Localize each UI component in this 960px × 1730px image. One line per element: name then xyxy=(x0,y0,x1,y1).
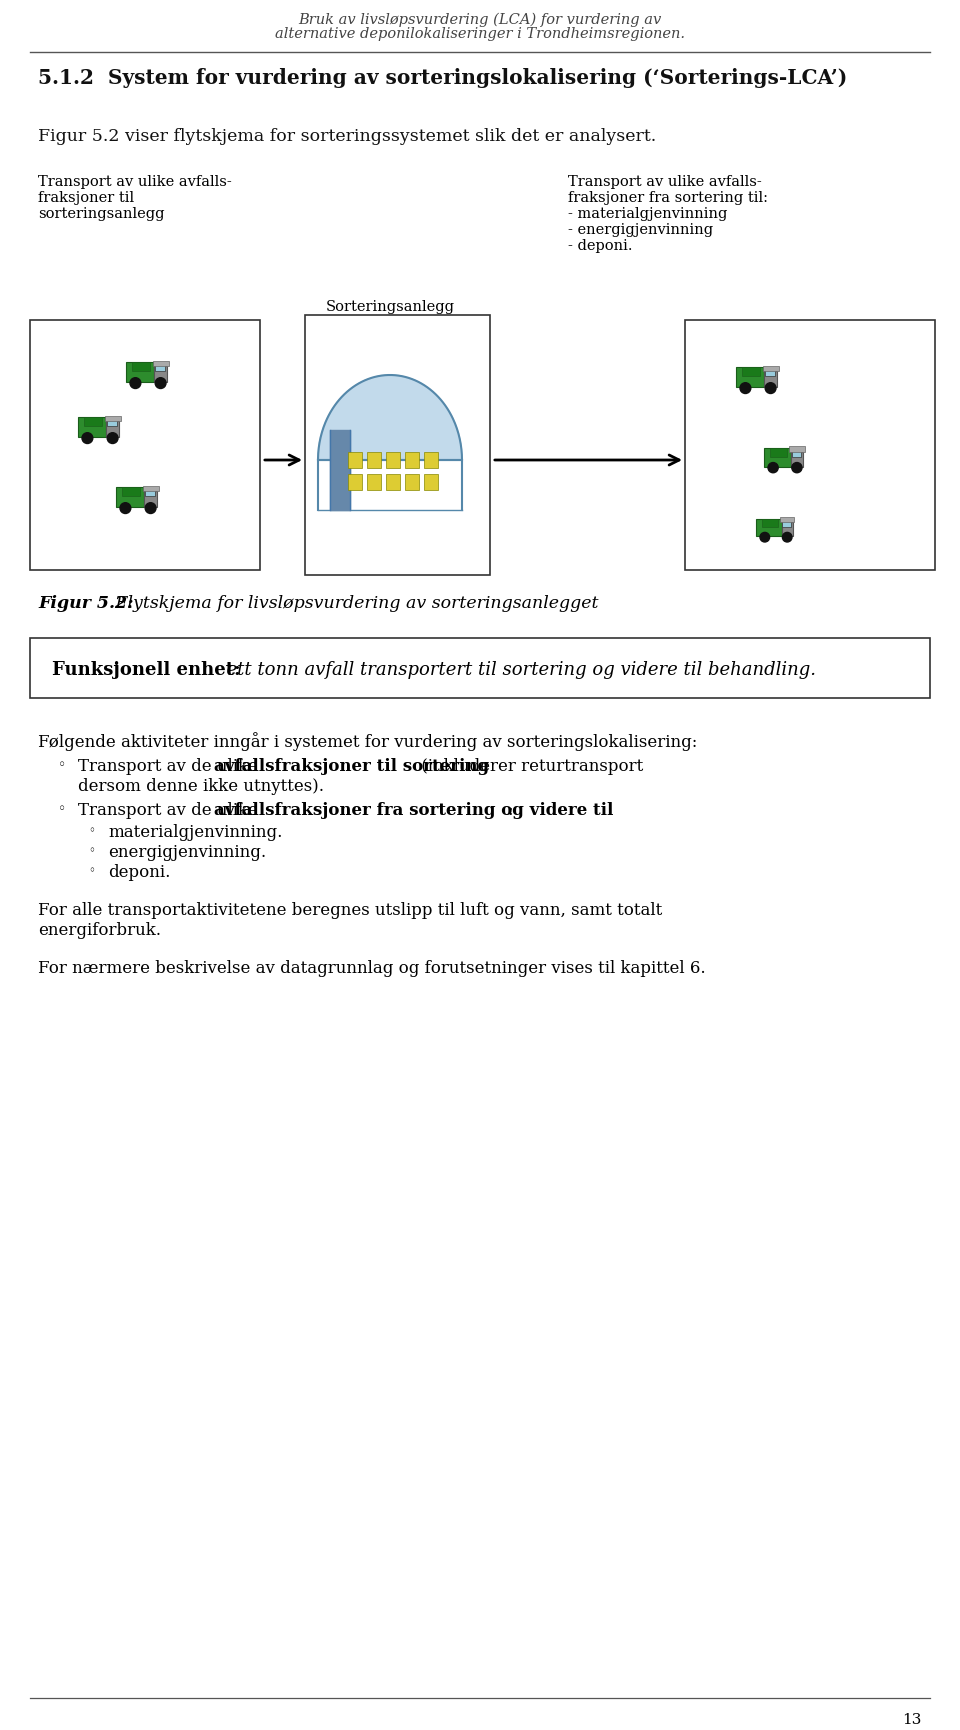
Text: ett tonn avfall transportert til sortering og videre til behandling.: ett tonn avfall transportert til sorteri… xyxy=(215,661,816,678)
Bar xyxy=(348,452,362,469)
Circle shape xyxy=(156,377,166,389)
Text: 5.1.2  System for vurdering av sorteringslokalisering (‘Sorterings-LCA’): 5.1.2 System for vurdering av sorterings… xyxy=(38,67,848,88)
Text: Følgende aktiviteter inngår i systemet for vurdering av sorteringslokalisering:: Følgende aktiviteter inngår i systemet f… xyxy=(38,732,697,751)
Circle shape xyxy=(145,503,156,514)
Text: Flytskjema for livsløpsvurdering av sorteringsanlegget: Flytskjema for livsløpsvurdering av sort… xyxy=(110,595,598,612)
Text: (inkluderer returtransport: (inkluderer returtransport xyxy=(416,758,643,775)
Circle shape xyxy=(108,432,118,443)
Text: :: : xyxy=(507,803,513,818)
Text: For nærmere beskrivelse av datagrunnlag og forutsetninger vises til kapittel 6.: For nærmere beskrivelse av datagrunnlag … xyxy=(38,960,706,977)
Circle shape xyxy=(82,432,93,443)
Text: ◦: ◦ xyxy=(58,758,66,772)
Text: Bruk av livsløpsvurdering (LCA) for vurdering av: Bruk av livsløpsvurdering (LCA) for vurd… xyxy=(299,14,661,28)
Bar xyxy=(762,365,779,370)
Bar xyxy=(764,370,777,388)
Text: Transport av ulike avfalls-: Transport av ulike avfalls- xyxy=(38,175,231,189)
Bar xyxy=(780,517,795,522)
Circle shape xyxy=(768,462,779,472)
Text: Transport av de ulike: Transport av de ulike xyxy=(78,803,263,818)
Bar xyxy=(735,367,764,388)
Bar xyxy=(153,360,169,367)
Bar xyxy=(367,474,381,490)
Bar xyxy=(761,519,778,528)
Text: ◦: ◦ xyxy=(88,844,95,856)
Text: Funksjonell enhet:: Funksjonell enhet: xyxy=(52,661,241,678)
Text: energiforbruk.: energiforbruk. xyxy=(38,922,161,939)
Text: - deponi.: - deponi. xyxy=(568,239,633,253)
Bar xyxy=(144,491,156,507)
Bar xyxy=(30,638,930,697)
Bar xyxy=(756,519,781,536)
Bar xyxy=(115,488,144,507)
Text: sorteringsanlegg: sorteringsanlegg xyxy=(38,208,164,221)
Bar xyxy=(126,362,155,382)
Text: Sorteringsanlegg: Sorteringsanlegg xyxy=(325,299,454,315)
Bar xyxy=(424,452,438,469)
Bar xyxy=(789,446,804,452)
Circle shape xyxy=(120,503,131,514)
Bar xyxy=(791,452,803,467)
Circle shape xyxy=(792,462,802,472)
Text: avfallsfraksjoner til sortering: avfallsfraksjoner til sortering xyxy=(214,758,490,775)
Bar xyxy=(386,474,400,490)
Text: Transport av de ulike: Transport av de ulike xyxy=(78,758,263,775)
Circle shape xyxy=(740,382,751,393)
Text: ◦: ◦ xyxy=(58,803,66,817)
Bar xyxy=(107,420,119,438)
Bar xyxy=(108,419,117,426)
Bar xyxy=(405,452,419,469)
Bar xyxy=(156,365,165,372)
Bar xyxy=(685,320,935,569)
Bar xyxy=(424,474,438,490)
Circle shape xyxy=(765,382,776,393)
Bar xyxy=(742,367,759,377)
Text: Figur 5.2 viser flytskjema for sorteringssystemet slik det er analysert.: Figur 5.2 viser flytskjema for sortering… xyxy=(38,128,657,145)
Text: fraksjoner til: fraksjoner til xyxy=(38,190,134,204)
Text: energigjenvinning.: energigjenvinning. xyxy=(108,844,266,862)
Bar xyxy=(770,448,786,457)
Bar xyxy=(405,474,419,490)
Text: fraksjoner fra sortering til:: fraksjoner fra sortering til: xyxy=(568,190,768,204)
Bar xyxy=(155,367,167,382)
Bar xyxy=(386,452,400,469)
Text: 13: 13 xyxy=(902,1713,922,1727)
Text: avfallsfraksjoner fra sortering og videre til: avfallsfraksjoner fra sortering og vider… xyxy=(214,803,613,818)
Text: - energigjenvinning: - energigjenvinning xyxy=(568,223,713,237)
Text: ◦: ◦ xyxy=(88,823,95,837)
Text: materialgjenvinning.: materialgjenvinning. xyxy=(108,823,282,841)
Text: deponi.: deponi. xyxy=(108,863,170,881)
Bar xyxy=(145,490,156,497)
Bar xyxy=(305,315,490,574)
Text: Figur 5.2:: Figur 5.2: xyxy=(38,595,133,612)
Polygon shape xyxy=(318,375,462,460)
Text: For alle transportaktivitetene beregnes utslipp til luft og vann, samt totalt: For alle transportaktivitetene beregnes … xyxy=(38,901,662,919)
Bar xyxy=(122,488,140,497)
Bar xyxy=(781,522,793,536)
Text: ◦: ◦ xyxy=(88,863,95,877)
Text: Transport av ulike avfalls-: Transport av ulike avfalls- xyxy=(568,175,761,189)
Bar xyxy=(84,417,102,426)
Bar xyxy=(764,448,791,467)
Text: alternative deponilokaliseringer i Trondheimsregionen.: alternative deponilokaliseringer i Trond… xyxy=(275,28,685,42)
Bar xyxy=(78,417,107,438)
Circle shape xyxy=(760,533,770,541)
Bar xyxy=(330,431,350,510)
Circle shape xyxy=(130,377,141,389)
Bar xyxy=(348,474,362,490)
Bar xyxy=(132,362,150,372)
Bar xyxy=(142,486,158,491)
Bar xyxy=(30,320,260,569)
Text: dersom denne ikke utnyttes).: dersom denne ikke utnyttes). xyxy=(78,778,324,796)
Bar xyxy=(105,415,121,420)
Bar xyxy=(367,452,381,469)
Bar xyxy=(792,450,802,457)
Bar xyxy=(765,368,775,377)
Bar xyxy=(782,521,791,528)
Circle shape xyxy=(782,533,792,541)
Text: - materialgjenvinning: - materialgjenvinning xyxy=(568,208,728,221)
